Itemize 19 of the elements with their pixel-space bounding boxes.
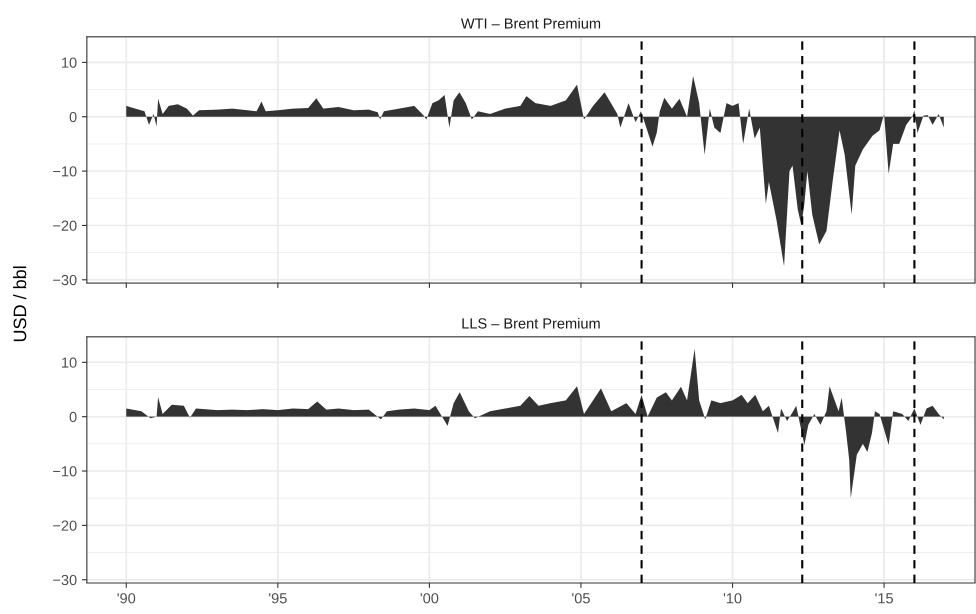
x-tick-label: '05 (572, 593, 590, 604)
x-tick-label: '95 (269, 593, 287, 604)
y-axis-title: USD / bbl (13, 266, 26, 342)
y-tick-label: 0 (70, 112, 77, 122)
y-tick-label: 0 (70, 412, 77, 422)
x-tick-label: '00 (420, 593, 438, 604)
y-tick-label: 10 (62, 357, 77, 368)
x-tick-label: '15 (875, 593, 893, 604)
y-tick-label: −30 (53, 274, 77, 286)
y-tick-label: −20 (53, 220, 77, 231)
x-tick-label: '10 (724, 593, 742, 604)
chart-title: LLS – Brent Premium (462, 318, 600, 329)
y-tick-label: −10 (53, 466, 77, 476)
y-tick-label: −10 (53, 166, 77, 177)
y-tick-label: 10 (62, 57, 77, 68)
x-tick-label: '90 (118, 593, 136, 604)
chart-title: WTI – Brent Premium (460, 18, 600, 29)
y-tick-label: −30 (53, 574, 77, 586)
y-tick-label: −20 (53, 520, 77, 531)
